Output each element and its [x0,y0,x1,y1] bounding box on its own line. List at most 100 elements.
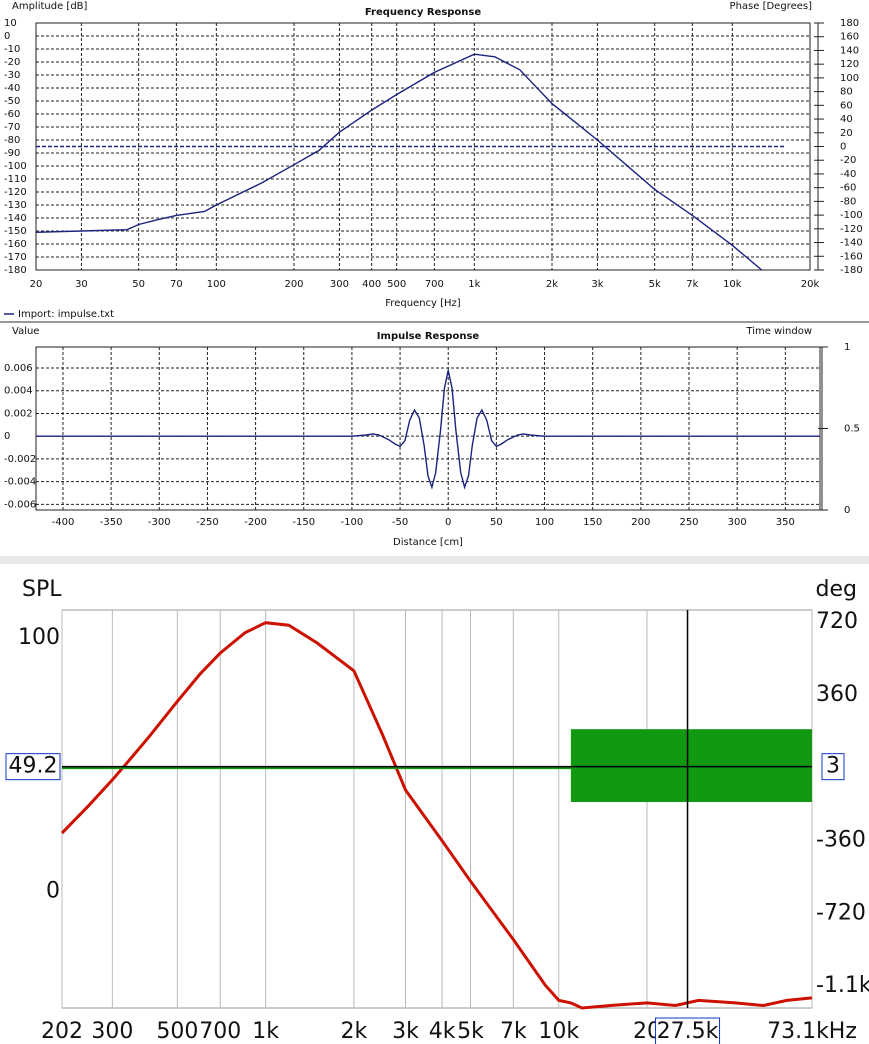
y-tick-label: -170 [4,252,27,263]
x-tick-label: 700 [425,279,444,290]
x-tick-label: 200 [284,279,303,290]
y2-tick-label: 140 [840,45,859,56]
y2-axis-label: Phase [Degrees] [730,1,813,12]
x-tick-label: 10k [538,1019,579,1044]
x-tick-label: 250 [679,517,698,528]
x-tick-label: -150 [292,517,315,528]
y-tick-label: -130 [4,200,27,211]
x-tick-label: 73.1kHz [767,1019,857,1044]
x-tick-label: 50 [132,279,145,290]
x-tick-label: 400 [362,279,381,290]
y-tick-label: -60 [4,109,20,120]
series-line [35,53,763,271]
x-tick-label: 300 [330,279,349,290]
y-tick-label: -70 [4,122,20,133]
y-tick-label: -180 [4,265,27,276]
x-tick-label: 700 [199,1019,241,1044]
separator [0,556,869,564]
chart-title: Frequency Response [365,7,482,18]
legend-label: Import: impulse.txt [18,309,114,320]
y2-tick-label: -120 [840,224,863,235]
x-tick-label: 70 [170,279,183,290]
y2-tick-label: -100 [840,210,863,221]
x-tick-label: 1k [252,1019,279,1044]
x-tick-label: 202 [41,1019,83,1044]
x-tick-label: 100 [207,279,226,290]
x-tick-label: 50 [490,517,503,528]
y-axis-label: SPL [22,577,62,602]
y2-axis-label: Time window [745,326,812,337]
y2-tick-label: -160 [840,251,863,262]
x-tick-label: -400 [52,517,75,528]
x-tick-label: 0 [445,517,451,528]
x-tick-label: 350 [776,517,795,528]
y-tick-label: -90 [4,148,20,159]
y2-tick-label: 0 [844,505,850,516]
y2-tick-label: -140 [840,238,863,249]
y-tick-label: -110 [4,174,27,185]
x-tick-label: -50 [392,517,408,528]
y2-tick-label: -20 [840,155,856,166]
y2-tick-label: -80 [840,196,856,207]
x-tick-label: 1k [468,279,480,290]
cursor-y-value: 49.2 [9,754,58,779]
y2-tick-label: -1.1k [816,973,869,998]
y-tick-label: -80 [4,135,20,146]
cursor-x-value: 27.5k [657,1019,719,1044]
y-tick-label: -50 [4,96,20,107]
y-tick-label: -20 [4,57,20,68]
y-tick-label: -10 [4,44,20,55]
y-tick-label: 0 [46,878,60,903]
y-tick-label: -40 [4,83,20,94]
chart-title: Impulse Response [377,331,480,342]
y-tick-label: -160 [4,239,27,250]
x-tick-label: 500 [156,1019,198,1044]
x-tick-label: -100 [341,517,364,528]
y-tick-label: -120 [4,187,27,198]
series-line [60,621,813,1010]
x-tick-label: 5k [457,1019,484,1044]
y-tick-label: -30 [4,70,20,81]
y-tick-label: 0 [4,431,10,442]
y-tick-label: 0.004 [4,386,33,397]
y2-tick-label: 0 [840,142,846,153]
x-tick-label: 7k [686,279,698,290]
x-tick-label: 100 [535,517,554,528]
y2-tick-label: 160 [840,32,859,43]
x-tick-label: 150 [583,517,602,528]
y-tick-label: 0.002 [4,408,33,419]
x-tick-label: -350 [100,517,123,528]
y-tick-label: -140 [4,213,27,224]
separator [0,321,869,323]
x-tick-label: 4k [429,1019,456,1044]
y2-tick-label: -720 [816,900,866,925]
cursor-box [5,753,61,781]
x-tick-label: 300 [728,517,747,528]
x-tick-label: 2k [546,279,558,290]
cursor-box [821,753,845,781]
x-tick-label: -300 [148,517,171,528]
cursor-y2-value: 3 [826,754,840,779]
y-tick-label: -100 [4,161,27,172]
y2-tick-label: 360 [816,682,858,707]
y-tick-label: 10 [4,18,17,29]
y-axis-label: Amplitude [dB] [12,1,88,12]
y2-tick-label: 720 [816,609,858,634]
x-tick-label: 10k [723,279,742,290]
y2-axis-label: deg [816,577,857,602]
y-tick-label: -0.002 [4,454,36,465]
y2-tick-label: -60 [840,183,856,194]
x-tick-label: 30 [75,279,88,290]
x-tick-label: 200 [631,517,650,528]
y-tick-label: 0.006 [4,363,33,374]
y2-tick-label: 1 [844,342,850,353]
y2-tick-label: 120 [840,59,859,70]
y2-tick-label: 20 [840,128,853,139]
x-axis-label: Frequency [Hz] [385,298,461,309]
x-tick-label: 7k [500,1019,527,1044]
y2-tick-label: -360 [816,827,866,852]
x-tick-label: 2k [340,1019,367,1044]
x-tick-label: 500 [387,279,406,290]
y-tick-label: -150 [4,226,27,237]
